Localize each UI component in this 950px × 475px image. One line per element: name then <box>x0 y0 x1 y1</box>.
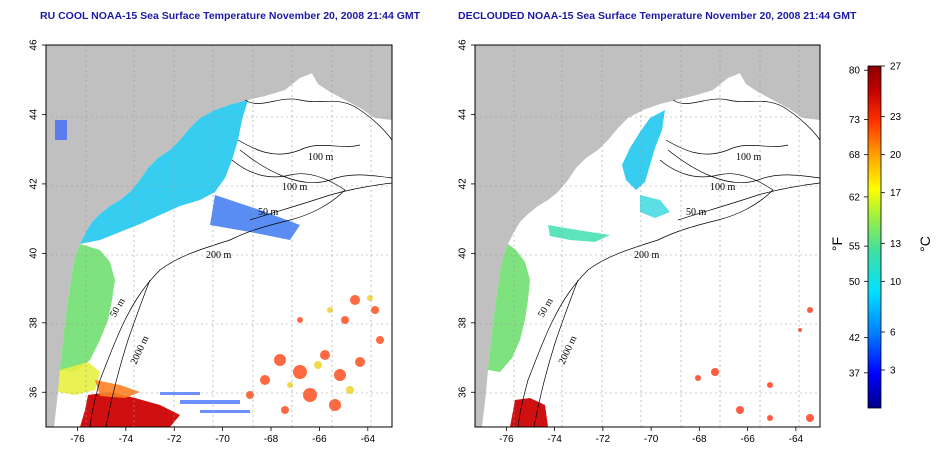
lat-tick-label: 40 <box>29 247 40 259</box>
sst-scattered-warm <box>695 307 814 422</box>
lon-tick-label: -70 <box>644 434 659 445</box>
sst-coastal-cool <box>622 110 665 190</box>
lon-tick-label: -66 <box>312 434 327 445</box>
fahrenheit-tick-label: 37 <box>849 368 861 379</box>
contour-label: 100 m <box>710 182 736 193</box>
contour-label: 200 m <box>634 250 660 261</box>
sst-colorbar: 27 23 20 17 13 10 6 3 80 73 68 62 55 50 42 37 °F °C <box>829 62 933 409</box>
contour-label: 200 m <box>206 250 232 261</box>
fahrenheit-tick-label: 50 <box>849 277 861 288</box>
contour-label: 100 m <box>736 152 762 163</box>
land-mass <box>475 45 820 427</box>
fahrenheit-tick-label: 42 <box>849 333 861 344</box>
fahrenheit-tick-label: 55 <box>849 242 861 253</box>
sst-coastal-cool <box>80 100 248 244</box>
contour-label: 100 m <box>282 182 308 193</box>
lat-tick-label: 46 <box>458 39 469 51</box>
celsius-tick-label: 17 <box>890 188 902 199</box>
map-grid <box>46 45 392 427</box>
sst-gulf-stream <box>80 392 180 427</box>
fahrenheit-label: °F <box>829 237 845 251</box>
lat-tick-label: 42 <box>458 178 469 190</box>
fahrenheit-tick-label: 68 <box>849 150 861 161</box>
land-mass <box>46 45 392 427</box>
lon-tick-label: -68 <box>264 434 279 445</box>
left-map-title: RU COOL NOAA-15 Sea Surface Temperature … <box>40 10 421 22</box>
lon-tick-label: -72 <box>596 434 611 445</box>
lat-tick-label: 44 <box>458 108 469 120</box>
right-map-title: DECLOUDED NOAA-15 Sea Surface Temperatur… <box>458 10 857 22</box>
lon-tick-label: -70 <box>215 434 230 445</box>
contour-label: 100 m <box>308 152 334 163</box>
fahrenheit-tick-label: 62 <box>849 192 861 203</box>
left-map-panel: 100 m 100 m 50 m 200 m 50 m 2000 m <box>45 44 393 428</box>
lon-tick-label: -68 <box>692 434 707 445</box>
fahrenheit-tick-label: 80 <box>849 66 861 77</box>
celsius-tick-label: 3 <box>890 366 896 377</box>
right-map-panel: 100 m 100 m 50 m 200 m 50 m 2000 m <box>474 44 821 428</box>
lat-tick-label: 36 <box>458 386 469 398</box>
lon-tick-label: -76 <box>499 434 514 445</box>
celsius-tick-label: 23 <box>890 112 902 123</box>
lon-tick-label: -64 <box>789 434 804 445</box>
lon-tick-label: -66 <box>740 434 755 445</box>
contour-label: 50 m <box>686 207 707 218</box>
lat-tick-label: 36 <box>29 386 40 398</box>
contour-label: 50 m <box>258 207 279 218</box>
bathymetry-contours <box>89 98 392 427</box>
lon-tick-label: -74 <box>119 434 134 445</box>
sst-coastal-mid <box>60 244 115 372</box>
lat-tick-label: 38 <box>458 317 469 329</box>
bathymetry-contours <box>517 98 820 427</box>
celsius-tick-label: 10 <box>890 277 902 288</box>
celsius-tick-label: 20 <box>890 150 902 161</box>
lon-tick-label: -72 <box>167 434 182 445</box>
map-axis-ticks: -76 -74 -72 -70 -68 -66 -64 46 44 42 40 38 36 -76 -74 -… <box>29 39 804 445</box>
lat-tick-label: 38 <box>29 317 40 329</box>
lat-tick-label: 42 <box>29 178 40 190</box>
sst-scattered-warm <box>246 295 384 414</box>
lat-tick-label: 46 <box>29 39 40 51</box>
celsius-label: °C <box>917 236 933 252</box>
colorbar-gradient <box>867 65 882 409</box>
lon-tick-label: -74 <box>547 434 562 445</box>
celsius-tick-label: 13 <box>890 239 902 250</box>
lat-tick-label: 40 <box>458 247 469 259</box>
fahrenheit-tick-label: 73 <box>849 115 861 126</box>
celsius-tick-label: 6 <box>890 328 896 339</box>
lon-tick-label: -64 <box>361 434 376 445</box>
map-grid <box>475 45 820 427</box>
lat-tick-label: 44 <box>29 108 40 120</box>
celsius-tick-label: 27 <box>890 62 902 73</box>
lon-tick-label: -76 <box>70 434 85 445</box>
